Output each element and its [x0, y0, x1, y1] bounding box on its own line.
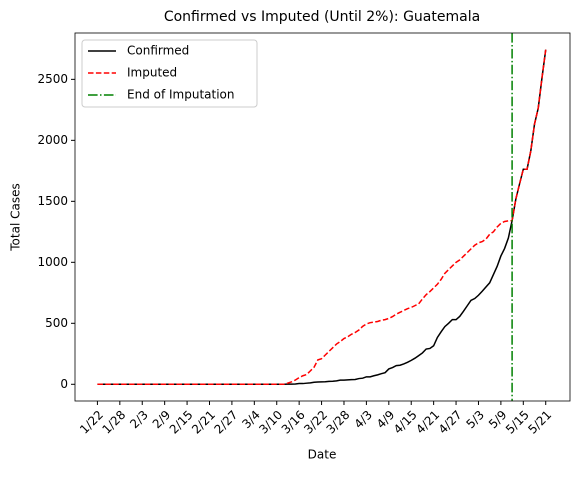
- x-tick-label: 3/16: [279, 408, 308, 437]
- x-tick-label: 5/21: [525, 408, 554, 437]
- y-tick-label: 2500: [37, 72, 68, 86]
- x-tick-label: 4/21: [413, 408, 442, 437]
- x-tick-label: 3/22: [301, 408, 330, 437]
- x-tick-label: 2/27: [212, 408, 241, 437]
- legend-box: [81, 39, 258, 108]
- y-tick-label: 2000: [37, 133, 68, 147]
- x-tick-label: 3/10: [256, 408, 285, 437]
- x-axis-label: Date: [308, 448, 337, 462]
- legend: Confirmed Imputed End of Imputation: [81, 39, 258, 108]
- x-tick-label: 4/15: [391, 408, 420, 437]
- x-tick-label: 4/27: [436, 408, 465, 437]
- legend-label: Imputed: [127, 66, 177, 80]
- x-tick-label: 1/22: [77, 408, 106, 437]
- x-tick-label: 2/3: [127, 408, 151, 432]
- y-tick-label: 500: [45, 316, 68, 330]
- plot-frame: [74, 32, 571, 402]
- x-tick-label: 5/3: [464, 408, 488, 432]
- legend-label: End of Imputation: [127, 88, 235, 102]
- y-tick-label: 1000: [37, 255, 68, 269]
- x-tick-label: 1/28: [99, 408, 128, 437]
- x-tick-label: 2/15: [167, 408, 196, 437]
- series-line: [97, 49, 547, 386]
- x-tick-label: 3/28: [324, 408, 353, 437]
- x-tick-label: 5/15: [503, 408, 532, 437]
- legend-label: Confirmed: [127, 44, 189, 58]
- chart-title: Confirmed vs Imputed (Until 2%): Guatema…: [164, 9, 480, 25]
- y-tick-label: 0: [60, 377, 68, 391]
- y-axis-label: Total Cases: [9, 183, 23, 251]
- y-tick-label: 1500: [37, 194, 68, 208]
- x-tick-label: 2/21: [189, 408, 218, 437]
- x-tick-label: 4/3: [351, 408, 375, 432]
